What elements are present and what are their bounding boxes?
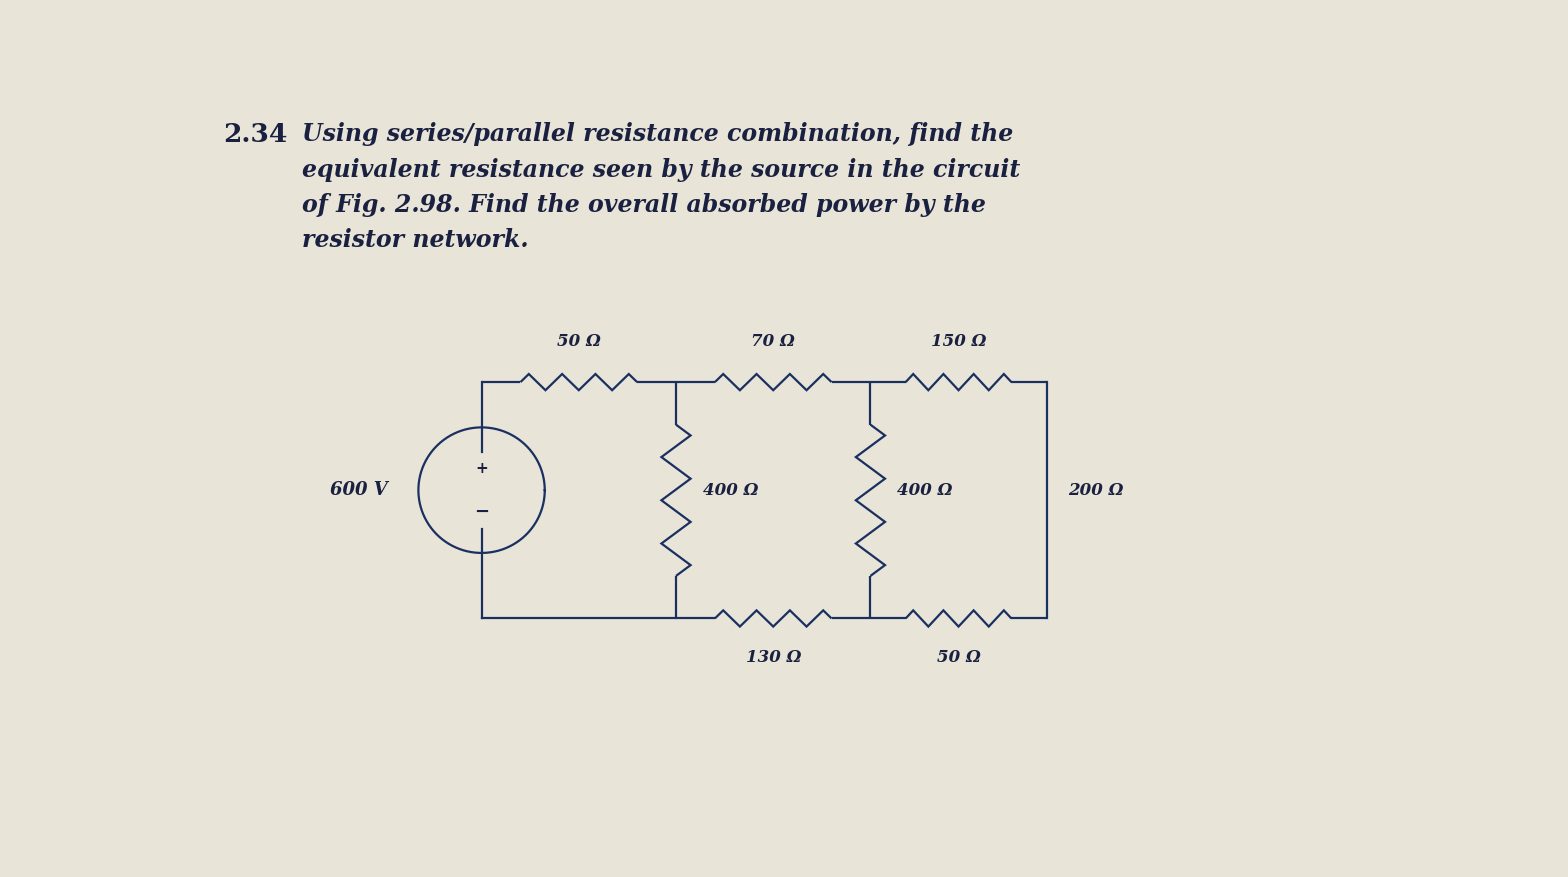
Text: 70 Ω: 70 Ω (751, 332, 795, 350)
Text: 400 Ω: 400 Ω (897, 481, 952, 499)
Text: 130 Ω: 130 Ω (745, 649, 801, 666)
Text: 600 V: 600 V (331, 481, 387, 499)
Text: 150 Ω: 150 Ω (931, 332, 986, 350)
Text: −: − (474, 503, 489, 521)
Text: 400 Ω: 400 Ω (702, 481, 757, 499)
Text: +: + (475, 460, 488, 475)
Text: 200 Ω: 200 Ω (1068, 481, 1124, 499)
Text: Using series/parallel resistance combination, find the
equivalent resistance see: Using series/parallel resistance combina… (301, 122, 1019, 253)
Text: 50 Ω: 50 Ω (557, 332, 601, 350)
Text: 2.34: 2.34 (223, 122, 287, 147)
Text: 50 Ω: 50 Ω (936, 649, 980, 666)
